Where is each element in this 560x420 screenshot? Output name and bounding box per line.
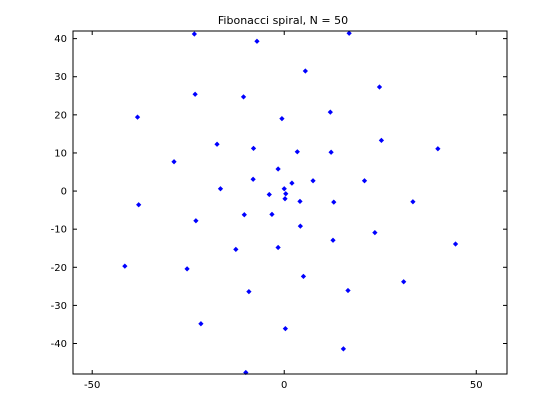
data-point <box>410 199 416 205</box>
data-point <box>254 38 260 44</box>
data-point <box>282 196 288 202</box>
data-point <box>198 321 204 327</box>
data-point <box>401 279 407 285</box>
data-point <box>279 116 285 122</box>
data-point <box>328 149 334 155</box>
data-point <box>340 346 347 352</box>
y-tick-label: -10 <box>51 225 67 236</box>
y-tick-label: 30 <box>54 72 67 83</box>
data-point <box>171 159 177 165</box>
data-point <box>289 180 295 186</box>
data-point <box>250 176 256 182</box>
data-point <box>283 191 289 197</box>
data-point <box>294 149 300 155</box>
data-point <box>266 191 272 198</box>
data-point <box>241 212 247 218</box>
x-tick-label: 0 <box>281 380 287 391</box>
data-point <box>330 237 336 243</box>
data-point <box>122 263 128 269</box>
data-point <box>214 141 220 147</box>
data-point <box>275 244 281 251</box>
y-tick-label: -30 <box>51 301 67 312</box>
data-point <box>346 30 352 36</box>
data-point <box>134 114 141 120</box>
data-point <box>376 84 383 90</box>
data-point <box>331 199 337 205</box>
data-point <box>361 178 368 184</box>
y-tick-label: -40 <box>51 339 67 350</box>
data-point <box>310 178 316 184</box>
data-point <box>372 229 378 236</box>
data-points <box>122 30 459 376</box>
x-tick-label: -50 <box>84 380 100 391</box>
x-axis: -50 0 50 <box>84 31 483 391</box>
data-point <box>297 223 303 229</box>
y-axis: -40 -30 -20 -10 0 10 20 30 40 <box>51 34 507 350</box>
chart-title: Fibonacci spiral, N = 50 <box>218 14 348 27</box>
y-tick-label: 10 <box>54 148 67 159</box>
data-point <box>191 31 197 37</box>
data-point <box>246 289 252 295</box>
y-tick-label: 40 <box>54 34 67 45</box>
data-point <box>240 94 247 100</box>
y-tick-label: 20 <box>54 110 67 121</box>
y-tick-label: 0 <box>61 187 67 198</box>
data-point <box>250 145 257 152</box>
plot-area-frame <box>72 30 508 375</box>
data-point <box>269 211 275 217</box>
data-point <box>302 68 308 74</box>
data-point <box>192 91 198 97</box>
data-point <box>452 241 459 247</box>
data-point <box>327 109 333 115</box>
data-point <box>282 326 289 332</box>
data-point <box>233 246 239 253</box>
data-point <box>300 273 307 280</box>
data-point <box>435 146 441 152</box>
data-point <box>345 287 351 294</box>
x-tick-label: 50 <box>470 380 483 391</box>
data-point <box>378 137 385 144</box>
data-point <box>217 186 224 192</box>
data-point <box>136 202 142 208</box>
y-tick-label: -20 <box>51 263 67 274</box>
data-point <box>184 266 190 272</box>
data-point <box>193 218 199 224</box>
data-point <box>275 166 281 172</box>
data-point <box>281 186 287 192</box>
data-point <box>297 198 303 204</box>
